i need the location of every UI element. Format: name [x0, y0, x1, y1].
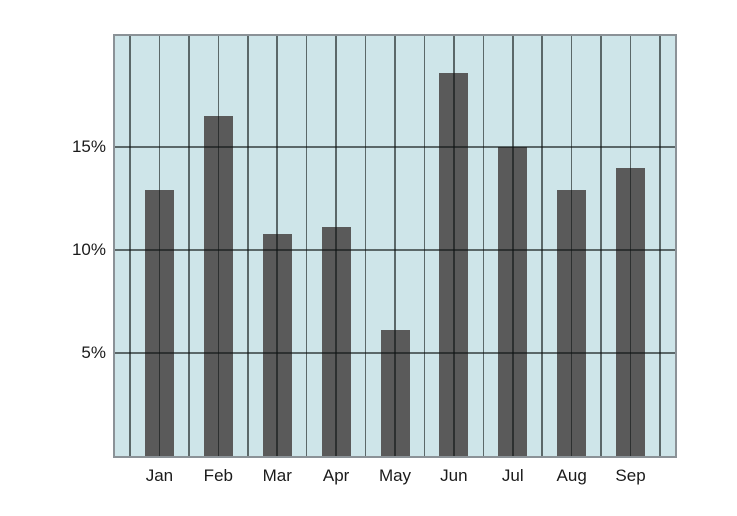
y-tick-label-5: 5% — [81, 343, 106, 363]
x-tick-label-jan: Jan — [145, 466, 174, 485]
x-tick-label-jul: Jul — [501, 466, 524, 485]
y-tick-label-10: 10% — [71, 240, 106, 260]
chart-plot-area — [113, 34, 677, 458]
x-tick-label-sep: Sep — [615, 466, 646, 485]
vertical-gridline — [600, 36, 602, 456]
x-tick-label-may: May — [378, 466, 412, 485]
x-tick-label-feb: Feb — [203, 466, 233, 485]
x-tick-label-jun: Jun — [440, 466, 468, 485]
horizontal-gridline-10 — [115, 249, 675, 251]
vertical-gridline — [335, 36, 337, 456]
vertical-gridline — [188, 36, 190, 456]
x-tick-label-aug: Aug — [556, 466, 587, 485]
vertical-gridline — [453, 36, 455, 456]
vertical-gridline — [305, 36, 308, 456]
vertical-gridline — [276, 36, 278, 456]
vertical-gridline — [659, 36, 661, 456]
vertical-gridline — [247, 36, 249, 456]
vertical-gridline — [541, 36, 543, 456]
vertical-gridline — [217, 36, 220, 456]
vertical-gridline — [423, 36, 426, 456]
horizontal-gridline-15 — [115, 146, 675, 148]
vertical-gridline — [129, 36, 131, 456]
vertical-gridline — [482, 36, 485, 456]
x-tick-label-apr: Apr — [322, 466, 350, 485]
horizontal-gridline-5 — [115, 352, 675, 354]
x-tick-label-mar: Mar — [262, 466, 292, 485]
vertical-gridline — [512, 36, 514, 456]
vertical-gridline — [158, 36, 161, 456]
vertical-gridline — [394, 36, 396, 456]
vertical-gridline — [364, 36, 367, 456]
y-tick-label-15: 15% — [71, 137, 106, 157]
vertical-gridline — [629, 36, 632, 456]
vertical-gridline — [570, 36, 573, 456]
